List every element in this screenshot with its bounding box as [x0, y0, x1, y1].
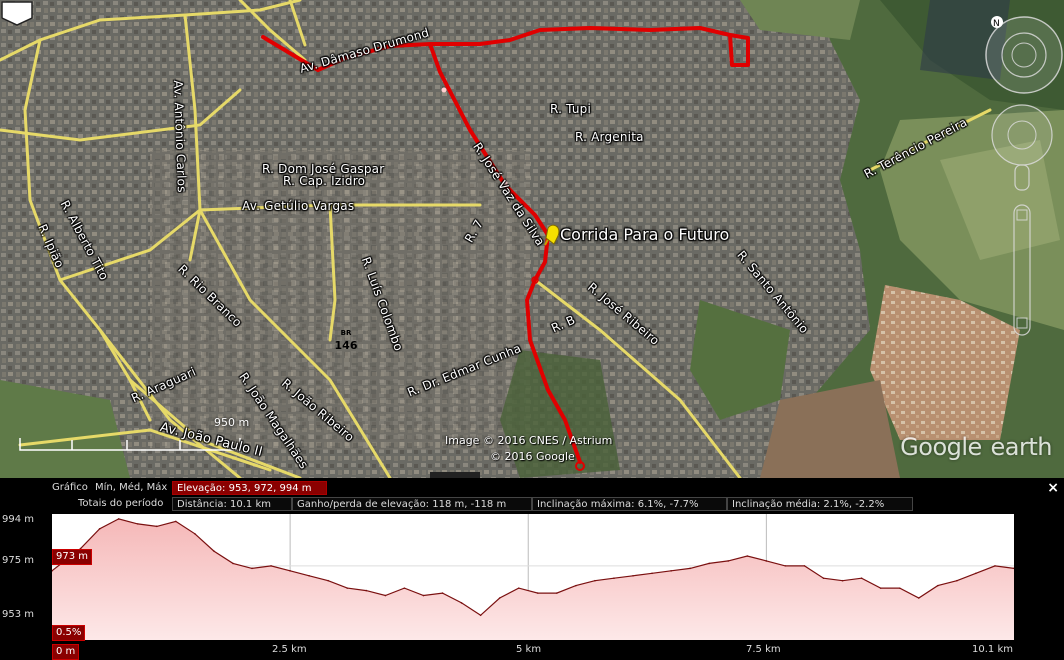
cursor-slope-badge: 0.5% — [52, 625, 86, 641]
elevation-area — [52, 518, 1014, 640]
totals-label: Totais do período — [78, 498, 164, 509]
elevation-gain-loss: Ganho/perda de elevação: 118 m, -118 m — [292, 497, 532, 511]
avg-slope: Inclinação média: 2.1%, -2.2% — [727, 497, 913, 511]
highway-shield-icon — [1, 1, 33, 26]
elevation-point — [213, 550, 215, 552]
elevation-point — [479, 614, 482, 617]
elevation-point — [670, 570, 672, 572]
x-tick: 10.1 km — [972, 644, 1013, 655]
y-tick: 953 m — [2, 609, 35, 620]
placemark-label[interactable]: Corrida Para o Futuro — [560, 225, 730, 244]
x-tick: 7.5 km — [746, 644, 781, 655]
elevation-point — [136, 523, 139, 525]
elevation-point — [517, 587, 520, 589]
graph-label: Gráfico — [52, 482, 88, 493]
distance-total: Distância: 10.1 km — [172, 497, 292, 511]
elevation-point — [594, 579, 596, 582]
elevation-point — [194, 532, 196, 535]
elevation-point — [765, 560, 768, 562]
elevation-point — [784, 565, 787, 567]
elevation-point — [536, 592, 539, 594]
scale-label: 950 m — [214, 416, 250, 429]
street-label: R. Cap. Izidro — [283, 174, 366, 188]
elevation-point — [651, 572, 653, 575]
street-label: R. Argenita — [575, 130, 644, 144]
elevation-point — [384, 594, 387, 597]
elevation-point — [937, 584, 939, 587]
x-tick: 5 km — [516, 644, 542, 655]
elevation-point — [498, 597, 501, 599]
elevation-point — [994, 565, 996, 567]
elevation-point — [575, 584, 577, 587]
elevation-point — [917, 597, 920, 599]
placemark-pin-icon — [544, 224, 560, 246]
scale-bar — [19, 438, 241, 451]
elevation-point — [1013, 567, 1014, 570]
elevation-point — [52, 570, 53, 572]
elevation-point — [289, 570, 291, 572]
elevation-chart[interactable] — [52, 514, 1014, 640]
satellite-map[interactable]: N Av. Dâmaso Drumond R. Tupi R. Argenita… — [0, 0, 1064, 478]
elevation-point — [822, 577, 825, 580]
elevation-point — [689, 567, 691, 570]
street-label: R. Tupi — [550, 102, 592, 116]
elevation-point — [270, 565, 272, 567]
elevation-point — [460, 602, 463, 604]
svg-text:N: N — [993, 19, 1000, 29]
map-imagery: N — [0, 0, 1064, 478]
close-profile-button[interactable]: × — [1047, 480, 1059, 496]
elevation-point — [327, 579, 330, 582]
elevation-point — [898, 587, 901, 589]
street-label: R. Dom José Gaspar — [262, 162, 385, 176]
x-tick: 0 m — [52, 644, 80, 660]
route-line — [261, 26, 750, 464]
navigation-controls — [985, 16, 1063, 336]
elevation-point — [879, 587, 882, 589]
elevation-point — [803, 565, 806, 567]
stats-label: Mín, Méd, Máx — [95, 482, 168, 493]
street-label: Av. Getúlio Vargas — [242, 199, 355, 213]
max-slope: Inclinação máxima: 6.1%, -7.7% — [532, 497, 727, 511]
elevation-point — [441, 592, 444, 594]
elevation-point — [727, 560, 730, 562]
elevation-point — [117, 518, 120, 520]
elevation-point — [632, 574, 634, 577]
elevation-point — [422, 594, 425, 597]
elevation-point — [251, 567, 253, 570]
elevation-point — [346, 587, 349, 589]
imagery-credit: Image © 2016 CNES / Astrium — [445, 434, 613, 447]
elevation-summary: Elevação: 953, 972, 994 m — [172, 481, 327, 495]
copyright-credit: © 2016 Google — [490, 450, 575, 463]
elevation-point — [613, 577, 615, 580]
elevation-point — [746, 555, 749, 557]
x-tick: 2.5 km — [272, 644, 307, 655]
shield-top: BR — [340, 329, 352, 337]
elevation-point — [556, 592, 558, 594]
elevation-point — [975, 572, 977, 575]
elevation-point — [98, 528, 101, 530]
google-earth-logo: Google earth — [900, 433, 1052, 461]
elevation-point — [365, 589, 368, 592]
elevation-point — [860, 577, 863, 580]
elevation-point — [155, 525, 158, 528]
y-tick: 975 m — [2, 555, 35, 566]
elevation-point — [175, 520, 177, 523]
elevation-point — [232, 562, 234, 565]
elevation-profile-panel: Gráfico Mín, Méd, Máx Elevação: 953, 972… — [0, 478, 1064, 660]
cursor-elevation-badge: 973 m — [52, 549, 93, 565]
elevation-point — [79, 547, 82, 550]
elevation-point — [308, 574, 310, 577]
shield-number: 146 — [334, 339, 358, 352]
elevation-point — [403, 587, 406, 589]
elevation-point — [708, 562, 711, 565]
north-compass-icon: N — [991, 16, 1003, 29]
elevation-point — [956, 579, 958, 582]
elevation-point — [841, 579, 844, 582]
y-tick: 994 m — [2, 514, 35, 525]
